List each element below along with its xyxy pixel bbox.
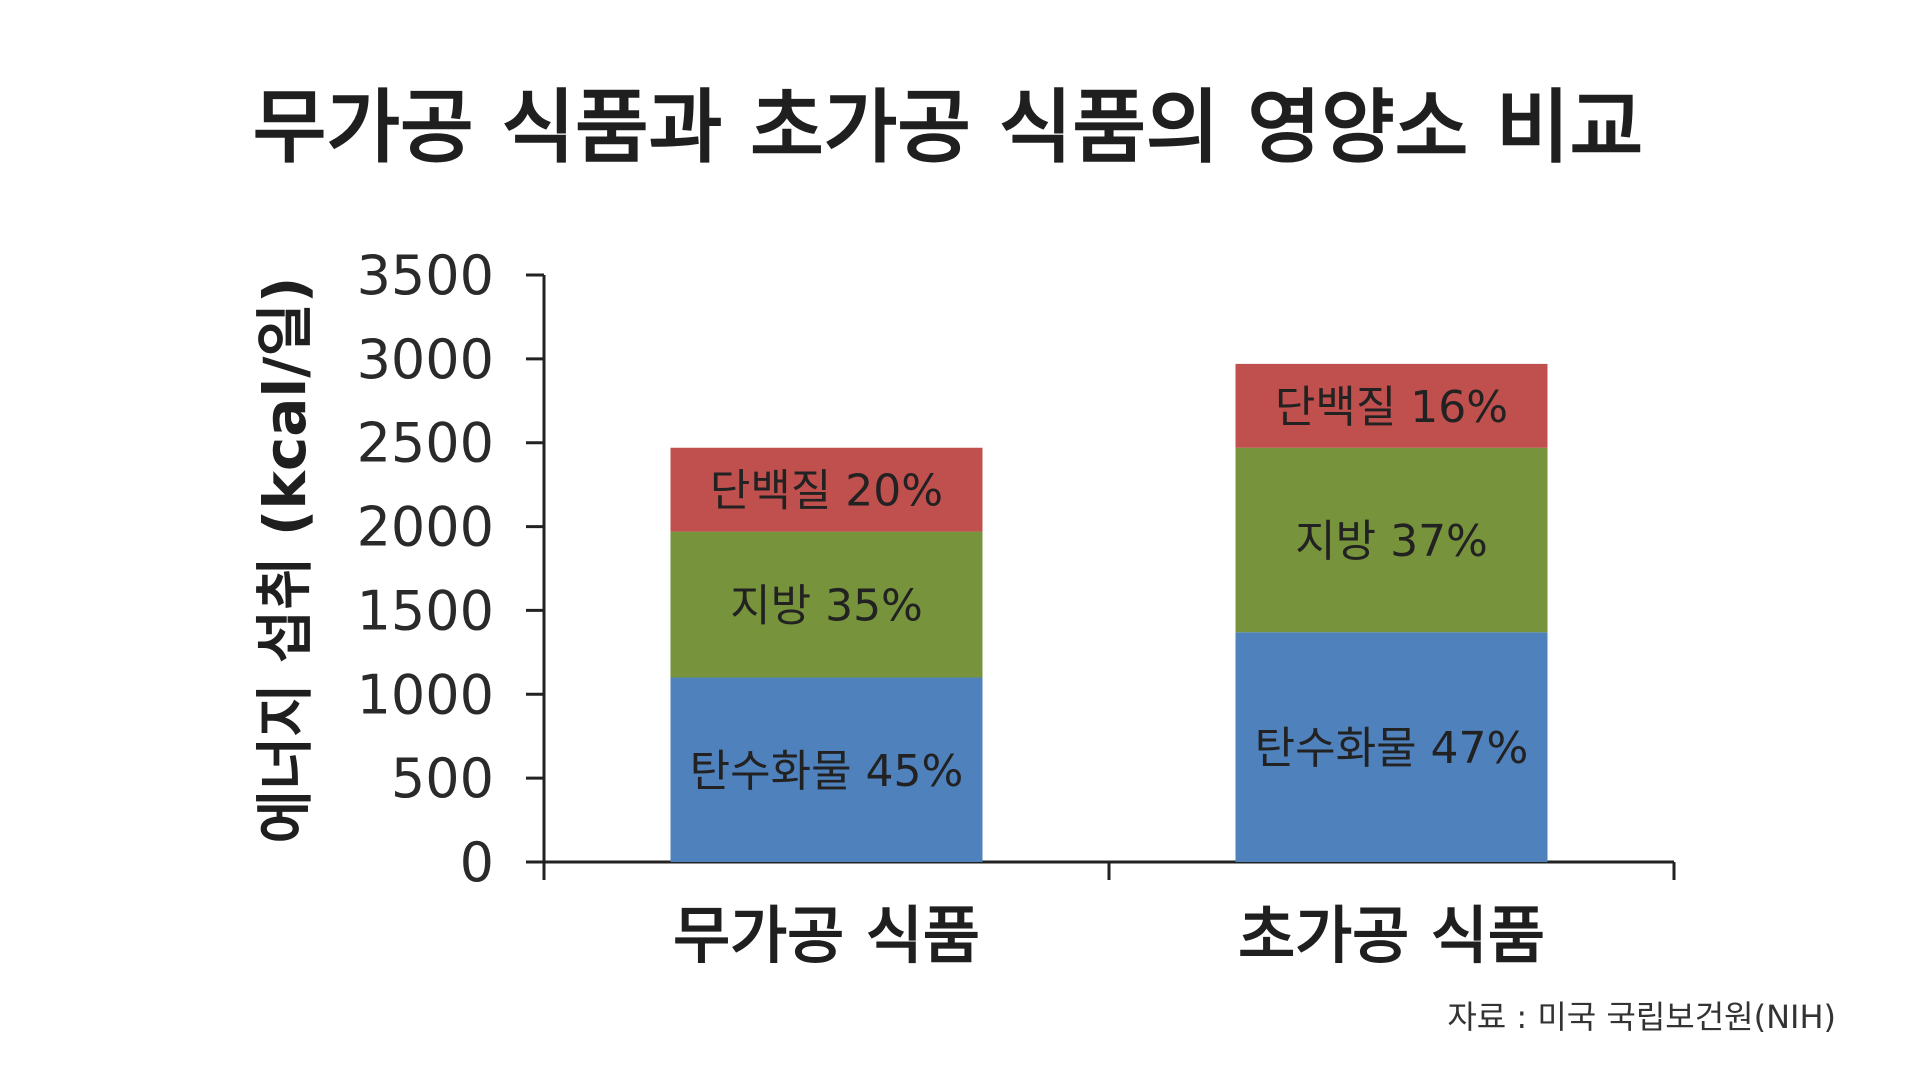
y-tick-label: 1000 [357, 663, 494, 726]
chart-title: 무가공 식품과 초가공 식품의 영양소 비교 [253, 81, 1643, 174]
category-label: 무가공 식품 [673, 899, 980, 972]
category-label: 초가공 식품 [1238, 899, 1545, 972]
segment-label: 지방 37% [1295, 516, 1488, 567]
y-tick-label: 3500 [357, 244, 494, 307]
bars [670, 363, 1548, 862]
segment-label: 지방 35% [730, 581, 923, 632]
category-labels: 무가공 식품 초가공 식품 [673, 899, 1545, 972]
segment-label: 탄수화물 47% [1255, 723, 1529, 774]
bar-segment-지방 [1235, 447, 1548, 633]
y-tick-label: 1500 [357, 579, 494, 642]
segment-label: 단백질 20% [710, 466, 943, 517]
segment-label: 단백질 16% [1275, 382, 1508, 433]
bar-segment-탄수화물 [670, 677, 983, 862]
bar-segment-탄수화물 [1235, 632, 1548, 862]
y-tick-label: 2500 [357, 412, 494, 475]
y-ticks: 0 500 1000 1500 2000 2500 3000 3500 [357, 244, 544, 894]
y-tick-label: 500 [391, 747, 494, 810]
y-axis-label-group: 에너지 섭취 (kcal/일) [251, 277, 319, 844]
y-tick-label: 2000 [357, 496, 494, 559]
source-note: 자료 : 미국 국립보건원(NIH) [1447, 998, 1836, 1036]
bar-segment-단백질 [670, 447, 983, 532]
bar-segment-지방 [670, 531, 983, 678]
segment-labels: 탄수화물 45% 지방 35% 단백질 20% 탄수화물 47% 지방 37% 단백질 1… [690, 382, 1529, 797]
segment-label: 탄수화물 45% [690, 746, 964, 797]
y-axis-label: 에너지 섭취 (kcal/일) [251, 277, 319, 844]
bar-segment-단백질 [1235, 363, 1548, 448]
y-tick-label: 0 [460, 831, 494, 894]
y-tick-label: 3000 [357, 328, 494, 391]
